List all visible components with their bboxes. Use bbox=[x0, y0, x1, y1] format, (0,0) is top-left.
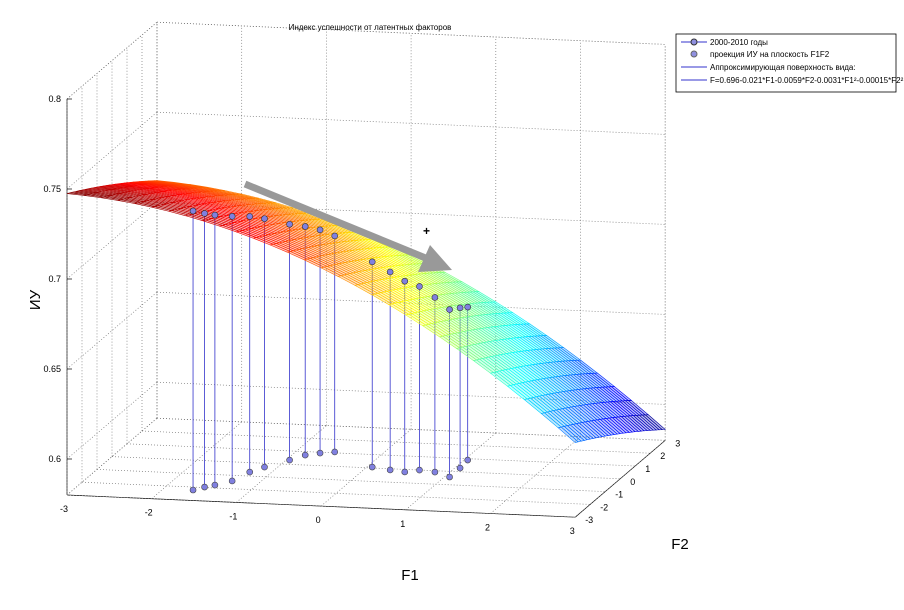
y-grid-line bbox=[81, 481, 591, 505]
z-tick-label: 0.75 bbox=[43, 184, 61, 194]
y-tick-label: 3 bbox=[675, 438, 680, 448]
projection-stems bbox=[192, 211, 469, 491]
z-grid-line bbox=[156, 21, 666, 45]
y-grid-line bbox=[96, 469, 606, 492]
data-point bbox=[446, 306, 453, 313]
data-point bbox=[211, 211, 219, 219]
data-point bbox=[189, 207, 197, 215]
projection-point bbox=[211, 481, 219, 489]
data-points bbox=[189, 207, 471, 494]
x-tick-label: 0 bbox=[316, 515, 321, 525]
grid-lines bbox=[66, 21, 666, 518]
data-point bbox=[386, 268, 394, 276]
projection-point bbox=[246, 468, 254, 476]
legend-entry: F=0.696-0.021*F1-0.0059*F2-0.0031*F1²-0.… bbox=[710, 76, 904, 85]
z-tick-label: 0.6 bbox=[48, 454, 61, 464]
trend-arrow bbox=[243, 180, 452, 272]
data-point bbox=[286, 220, 293, 228]
y-axis-label: F2 bbox=[671, 536, 689, 553]
x-tick-label: -3 bbox=[60, 504, 68, 514]
data-point bbox=[368, 258, 376, 266]
projection-point bbox=[331, 448, 339, 456]
projection-point bbox=[416, 466, 423, 474]
projection-point bbox=[456, 464, 464, 472]
legend-entry: 2000-2010 годы bbox=[710, 38, 768, 47]
z-tick-label: 0.8 bbox=[48, 94, 61, 104]
y-tick-label: 0 bbox=[630, 477, 635, 487]
y-tick-label: -2 bbox=[600, 502, 608, 512]
projection-point bbox=[201, 483, 208, 491]
chart-title: Индекс успешности от латентных факторов bbox=[289, 23, 452, 32]
y-tick-label: -1 bbox=[615, 490, 623, 500]
data-point bbox=[464, 303, 471, 311]
y-grid-line bbox=[126, 443, 636, 467]
projection-point bbox=[316, 449, 324, 457]
x-axis-label: F1 bbox=[401, 567, 419, 584]
x-tick-label: -2 bbox=[145, 508, 153, 518]
projection-point bbox=[228, 477, 236, 485]
z-tick-label: 0.65 bbox=[43, 364, 61, 374]
y-grid-line bbox=[141, 430, 651, 454]
data-point bbox=[261, 215, 268, 222]
data-point bbox=[456, 304, 464, 312]
data-point bbox=[416, 283, 423, 290]
data-point bbox=[246, 213, 254, 220]
z-axis-label: ИУ bbox=[27, 289, 44, 310]
x-tick-label: -1 bbox=[229, 511, 237, 521]
approximating-surface bbox=[66, 180, 666, 443]
y-grid-line bbox=[111, 456, 621, 480]
projection-point bbox=[464, 456, 471, 464]
x-tick-label: 1 bbox=[400, 519, 405, 529]
projection-point bbox=[446, 473, 453, 481]
z-grid-line bbox=[156, 111, 666, 135]
projection-point bbox=[301, 451, 309, 459]
x-tick-label: 3 bbox=[570, 526, 575, 536]
projection-point bbox=[368, 463, 376, 471]
cursor-marker: + bbox=[423, 224, 430, 238]
legend-marker-icon bbox=[690, 38, 698, 46]
data-point bbox=[228, 213, 236, 220]
projection-point bbox=[189, 486, 197, 494]
projection-point bbox=[261, 463, 268, 471]
data-point bbox=[316, 226, 324, 234]
y-tick-label: 2 bbox=[660, 451, 665, 461]
surface-cell bbox=[557, 426, 579, 443]
projection-point bbox=[401, 468, 409, 476]
projection-point bbox=[386, 466, 394, 474]
legend: 2000-2010 годы проекция ИУ на плоскость … bbox=[675, 33, 904, 93]
legend-entry: проекция ИУ на плоскость F1F2 bbox=[710, 50, 830, 59]
data-point bbox=[201, 210, 208, 217]
projection-point bbox=[286, 456, 293, 464]
box-edge bbox=[574, 440, 666, 518]
data-point bbox=[431, 294, 439, 301]
data-point bbox=[331, 232, 339, 240]
data-point bbox=[401, 277, 409, 285]
y-tick-label: -3 bbox=[585, 515, 593, 525]
projection-point bbox=[431, 468, 439, 476]
x-tick-label: 2 bbox=[485, 523, 490, 533]
data-point bbox=[301, 223, 309, 230]
y-tick-label: 1 bbox=[645, 464, 650, 474]
y-grid-line bbox=[66, 494, 576, 518]
legend-entry: Аппроксимирующая поверхность вида: bbox=[710, 63, 856, 72]
z-tick-label: 0.7 bbox=[48, 274, 61, 284]
legend-marker-icon bbox=[690, 50, 698, 58]
y-grid-line bbox=[156, 417, 666, 441]
